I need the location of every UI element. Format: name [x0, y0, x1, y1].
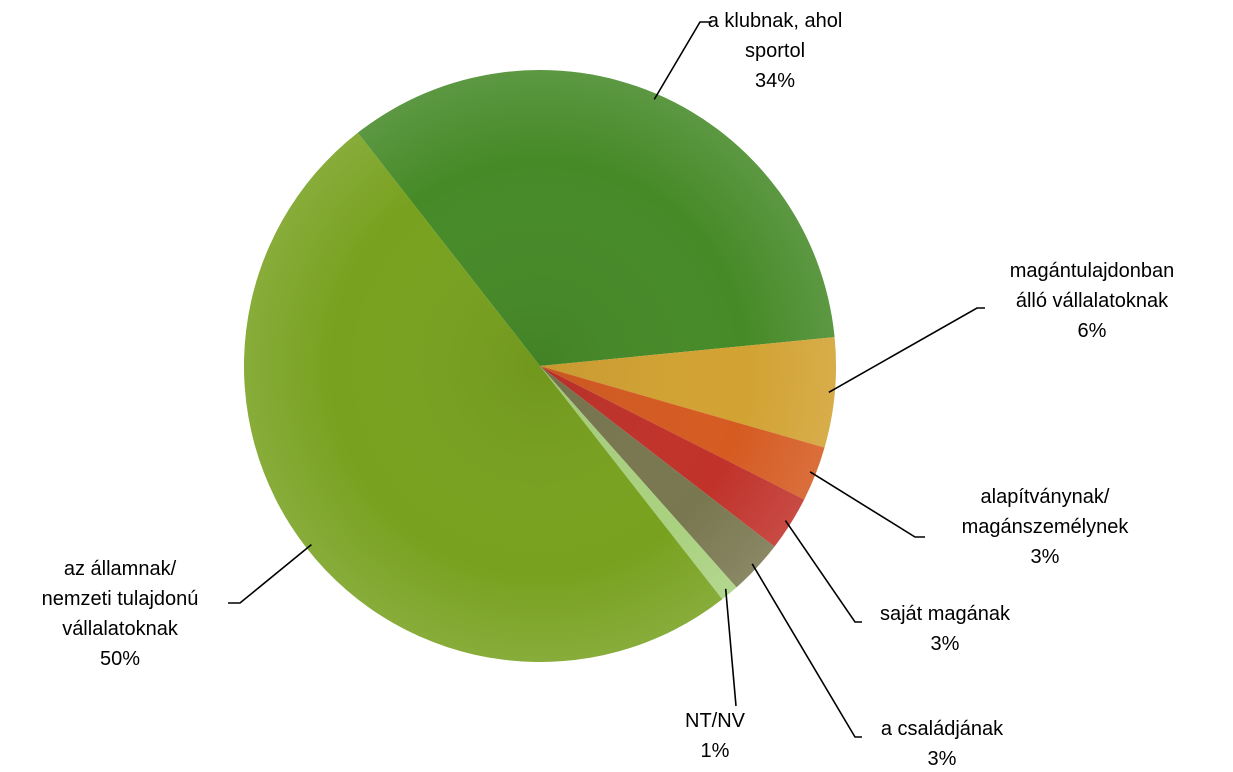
label-line: magánszemélynek: [962, 516, 1130, 538]
leader-line: [751, 563, 862, 738]
label-line: magántulajdonban: [1010, 260, 1175, 282]
leader-line: [228, 543, 312, 604]
leader-line: [809, 471, 925, 538]
value-label: 50%: [100, 648, 140, 670]
value-label: 6%: [1078, 320, 1107, 342]
label-line: a családjának: [881, 718, 1004, 740]
slice-shading: [540, 366, 737, 600]
slice-shading: [357, 69, 835, 366]
label-line: NT/NV: [685, 710, 746, 732]
value-label: 1%: [701, 740, 730, 762]
slice-label: az államnak/nemzeti tulajdonú vállalatokn…: [42, 558, 199, 670]
label-line: vállalatoknak: [62, 618, 179, 640]
slice-label: saját magának 3%: [880, 603, 1011, 655]
value-label: 3%: [1031, 546, 1060, 568]
label-line: sportol: [745, 40, 805, 62]
value-label: 34%: [755, 70, 795, 92]
slice-shading: [244, 132, 723, 663]
slice-label: magántulajdonban álló vállalatoknak 6%: [1010, 260, 1175, 342]
slice-label: a családjának 3%: [881, 718, 1004, 770]
label-line: saját magának: [880, 603, 1011, 625]
value-label: 3%: [931, 633, 960, 655]
label-line: álló vállalatoknak: [1016, 290, 1169, 312]
leader-line: [828, 307, 985, 393]
slice-shading: [540, 366, 805, 547]
slice-shading: [540, 366, 825, 500]
label-line: az államnak/: [64, 558, 177, 580]
leader-line: [784, 520, 862, 623]
label-line: nemzeti tulajdonú: [42, 588, 199, 610]
slice-label: NT/NV 1%: [685, 710, 746, 762]
label-line: alapítványnak/: [981, 486, 1110, 508]
value-label: 3%: [928, 748, 957, 770]
leader-line: [724, 588, 737, 707]
slice-shading: [540, 366, 775, 588]
slice-label: a klubnak, ahol sportol 34%: [708, 10, 843, 92]
leader-line: [653, 21, 712, 100]
label-line: a klubnak, ahol: [708, 10, 843, 32]
slice-shading: [540, 337, 836, 448]
slice-label: alapítványnak/magánszemélynek 3%: [962, 486, 1130, 568]
